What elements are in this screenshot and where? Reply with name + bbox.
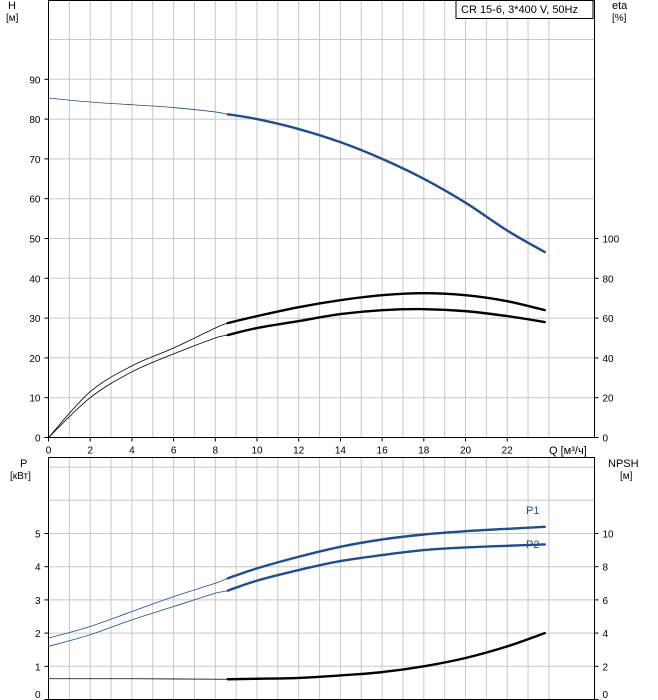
x-tick-label: 16 (377, 446, 389, 457)
series-label-p1: P1 (526, 505, 539, 517)
y-left-label-p: P (20, 458, 27, 470)
head-curve-operating (226, 113, 546, 254)
axis-ticks: 0 2 4 6 8 10 12 14 16 18 20 22010203040506070809002… (29, 75, 620, 700)
top-panel-frame (48, 0, 595, 438)
efficiency-upper-curve-thin (48, 292, 545, 438)
y-left-tick-label: 50 (29, 235, 41, 246)
bottom-panel-frame (48, 457, 595, 700)
y-left-tick-label: 40 (29, 274, 41, 285)
npsh-tick-label: 6 (603, 596, 609, 607)
chart-title: CR 15-6, 3*400 V, 50Hz (461, 4, 578, 16)
y-right-tick-label: 80 (603, 274, 615, 285)
npsh-tick-label: 2 (603, 662, 609, 673)
y-right-unit-npsh: [м] (620, 471, 633, 482)
x-tick-label: 4 (129, 446, 135, 457)
y-left-tick-label: 0 (35, 434, 41, 445)
npsh-tick-label: 4 (603, 629, 609, 640)
y-left-tick-label: 30 (29, 314, 41, 325)
p-tick-label: 2 (35, 629, 41, 640)
x-tick-label: 8 (213, 446, 219, 457)
y-left-tick-label: 60 (29, 195, 41, 206)
p-tick-label: 0 (35, 690, 41, 700)
y-left-unit-h: [м] (6, 13, 19, 24)
y-right-tick-label: 0 (603, 434, 609, 445)
npsh-curve-operating (226, 631, 546, 681)
series-label-p2: P2 (526, 539, 539, 551)
y-left-unit-p: [кВт] (10, 471, 31, 482)
y-right-tick-label: 100 (603, 235, 620, 246)
y-left-tick-label: 20 (29, 354, 41, 365)
p-tick-label: 1 (35, 662, 41, 673)
top-panel-grid (48, 0, 595, 438)
x-tick-label: 2 (87, 446, 93, 457)
power-p2-curve-operating (226, 543, 546, 592)
npsh-tick-label: 10 (603, 530, 615, 541)
p-tick-label: 4 (35, 563, 41, 574)
efficiency-lower-curve-thin (48, 308, 545, 438)
y-left-label-h: H (8, 0, 16, 12)
title-box (455, 0, 594, 19)
power-p2-curve-thin (48, 544, 545, 647)
y-right-tick-label: 60 (603, 314, 615, 325)
y-left-tick-label: 80 (29, 115, 41, 126)
npsh-tick-label: 0 (603, 690, 609, 700)
y-left-tick-label: 70 (29, 155, 41, 166)
x-tick-label: 12 (293, 446, 305, 457)
y-left-tick-label: 10 (29, 394, 41, 405)
efficiency-upper-curve-operating (226, 292, 546, 325)
curves (48, 97, 546, 681)
efficiency-lower-curve-operating (226, 307, 546, 337)
p-tick-label: 5 (35, 530, 41, 541)
x-tick-label: 22 (502, 446, 514, 457)
y-right-label-npsh: NPSH (608, 458, 639, 470)
head-curve-thin (48, 97, 545, 253)
y-left-tick-label: 90 (29, 75, 41, 86)
y-right-unit-eta: [%] (612, 13, 627, 24)
x-tick-label: 20 (460, 446, 472, 457)
bottom-panel-grid (48, 457, 595, 700)
power-p1-curve-thin (48, 526, 545, 639)
x-tick-label: 18 (418, 446, 430, 457)
x-axis-label: Q [м³/ч] (549, 445, 587, 457)
y-right-tick-label: 40 (603, 354, 615, 365)
x-tick-label: 0 (46, 446, 52, 457)
npsh-tick-label: 8 (603, 563, 609, 574)
y-right-label-eta: eta (612, 0, 628, 12)
power-p1-curve-operating (226, 525, 546, 580)
y-right-tick-label: 20 (603, 394, 615, 405)
x-tick-label: 10 (251, 446, 263, 457)
x-tick-label: 6 (171, 446, 177, 457)
x-tick-label: 14 (335, 446, 347, 457)
p-tick-label: 3 (35, 596, 41, 607)
